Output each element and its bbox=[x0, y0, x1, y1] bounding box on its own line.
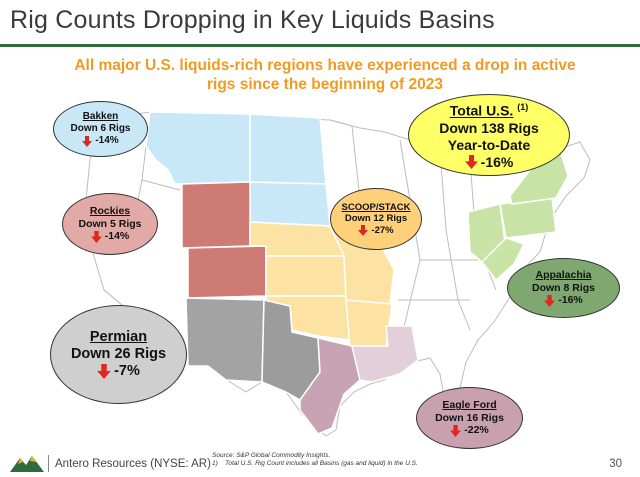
source-line: Source: S&P Global Commodity Insights. bbox=[212, 452, 331, 459]
footnote-text: Total U.S. Rig Count includes all Basins… bbox=[225, 460, 418, 467]
total-pct: -16% bbox=[480, 153, 514, 170]
total-name: Total U.S. bbox=[449, 102, 514, 119]
region-pennsylvania bbox=[499, 197, 557, 239]
region-kansas bbox=[265, 255, 347, 297]
bakken-name: Bakken bbox=[82, 111, 119, 122]
region-rockies-wy bbox=[181, 181, 251, 249]
callout-appalachia: Appalachia Down 8 Rigs -16% bbox=[507, 258, 620, 318]
us-map bbox=[85, 111, 591, 437]
eagle-pct-row: -22% bbox=[450, 424, 489, 437]
down-arrow-icon bbox=[544, 294, 556, 307]
down-arrow-icon bbox=[450, 424, 462, 437]
callout-scoop-stack: SCOOP/STACK Down 12 Rigs -27% bbox=[330, 188, 422, 250]
down-arrow-icon bbox=[90, 230, 102, 243]
callout-permian: Permian Down 26 Rigs -7% bbox=[50, 305, 187, 404]
footer-company: Antero Resources (NYSE: AR) bbox=[55, 458, 211, 470]
appalachia-name: Appalachia bbox=[535, 269, 592, 282]
total-pct-row: -16% bbox=[464, 153, 514, 171]
eagle-pct: -22% bbox=[464, 424, 489, 437]
footnote-number: 1) bbox=[212, 460, 218, 467]
appalachia-pct: -16% bbox=[558, 294, 583, 307]
total-period: Year-to-Date bbox=[447, 136, 531, 153]
antero-logo-icon bbox=[10, 456, 44, 472]
slide-subtitle: All major U.S. liquids-rich regions have… bbox=[74, 57, 576, 93]
bakken-pct: -14% bbox=[95, 135, 119, 146]
bakken-pct-row: -14% bbox=[82, 135, 119, 147]
scoop-pct-row: -27% bbox=[358, 224, 394, 237]
region-rockies-co bbox=[187, 245, 267, 299]
down-arrow-icon bbox=[82, 135, 93, 147]
callout-rockies: Rockies Down 5 Rigs -14% bbox=[62, 193, 158, 255]
down-arrow-icon bbox=[97, 364, 111, 379]
permian-change: Down 26 Rigs bbox=[70, 346, 167, 362]
appalachia-change: Down 8 Rigs bbox=[531, 281, 595, 294]
permian-pct: -7% bbox=[114, 363, 140, 379]
appalachia-pct-row: -16% bbox=[544, 294, 583, 307]
region-south-dakota bbox=[249, 181, 331, 227]
title-divider bbox=[0, 44, 640, 47]
region-bakken-nd bbox=[249, 113, 327, 185]
callout-eagle-ford: Eagle Ford Down 16 Rigs -22% bbox=[416, 387, 523, 449]
footer-source: Source: S&P Global Commodity Insights. 1… bbox=[212, 452, 418, 468]
down-arrow-icon bbox=[358, 225, 369, 236]
slide-title: Rig Counts Dropping in Key Liquids Basin… bbox=[10, 6, 495, 34]
scoop-name: SCOOP/STACK bbox=[341, 201, 411, 213]
page-number: 30 bbox=[609, 458, 622, 470]
region-louisiana bbox=[351, 325, 419, 383]
down-arrow-icon bbox=[464, 155, 478, 170]
permian-name: Permian bbox=[89, 329, 148, 345]
region-bakken bbox=[145, 111, 251, 185]
callout-bakken: Bakken Down 6 Rigs -14% bbox=[53, 101, 148, 157]
permian-pct-row: -7% bbox=[97, 363, 140, 380]
region-west-virginia bbox=[481, 237, 526, 282]
rockies-name: Rockies bbox=[89, 205, 131, 218]
bakken-change: Down 6 Rigs bbox=[70, 123, 131, 134]
total-footnote: (1) bbox=[517, 102, 529, 113]
footnote-line: 1) Total U.S. Rig Count includes all Bas… bbox=[212, 460, 418, 468]
eagle-name: Eagle Ford bbox=[442, 399, 497, 412]
total-change: Down 138 Rigs bbox=[439, 119, 539, 136]
callout-total-us: Total U.S. (1) Down 138 Rigs Year-to-Dat… bbox=[408, 94, 570, 176]
rockies-pct-row: -14% bbox=[90, 230, 130, 243]
eagle-change: Down 16 Rigs bbox=[435, 411, 504, 424]
region-arkansas bbox=[345, 299, 393, 349]
footer-divider bbox=[48, 455, 49, 472]
scoop-pct: -27% bbox=[371, 224, 394, 236]
rockies-change: Down 5 Rigs bbox=[78, 217, 142, 230]
region-new-mexico bbox=[185, 297, 265, 383]
total-title-row: Total U.S. (1) bbox=[450, 99, 528, 120]
scoop-change: Down 12 Rigs bbox=[344, 213, 408, 225]
rockies-pct: -14% bbox=[104, 230, 130, 243]
